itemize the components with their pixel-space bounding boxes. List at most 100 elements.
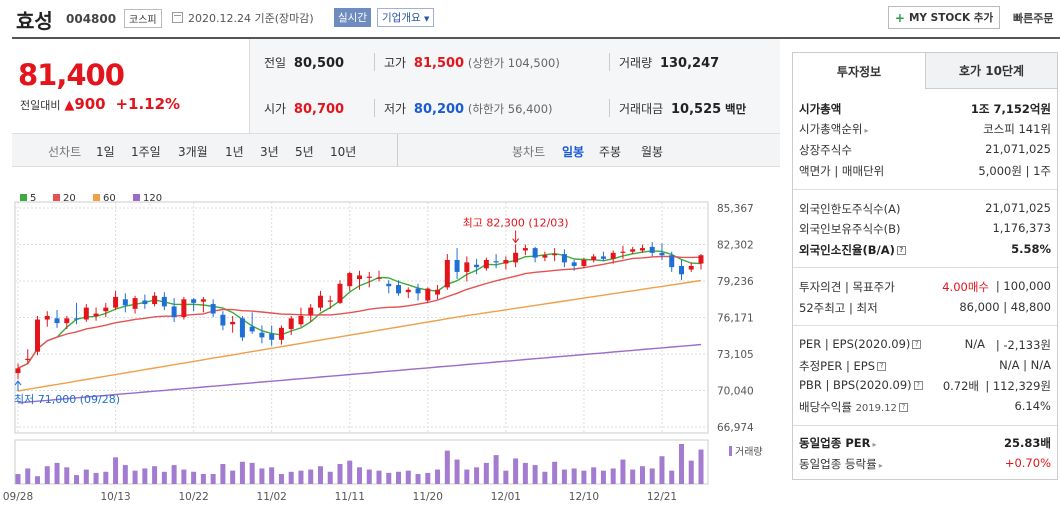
chart-legend: 5 20 60 120 [20, 193, 162, 204]
x-tick-label: 11/02 [257, 491, 287, 503]
est-per-row: 추정PER | EPS? N/A | N/A [799, 358, 1051, 376]
legend-label-ma5: 5 [30, 193, 36, 204]
realtime-button[interactable]: 실시간 [334, 8, 371, 27]
header-divider [12, 37, 1060, 39]
candle-body [659, 252, 665, 256]
foreign-ratio-label: 외국인소진율(B/A) [799, 243, 895, 257]
candle-daily[interactable]: 일봉 [562, 145, 585, 159]
period-1w[interactable]: 1주일 [131, 145, 161, 159]
chart-grid: 85,367 82,302 79,236 76,171 73,105 70,040 66,9… [14, 201, 754, 434]
candle-body [376, 277, 382, 279]
candle-body [561, 254, 567, 263]
par-row: 액면가 | 매매단위 5,000원 | 1주 [799, 163, 1051, 181]
help-icon[interactable]: ? [912, 340, 922, 349]
amount-value: 10,525 [671, 102, 722, 117]
volume-bar [620, 459, 626, 484]
candle-body [688, 265, 694, 270]
period-10y[interactable]: 10년 [330, 145, 357, 159]
candle-body [25, 358, 31, 361]
volume-bar [639, 466, 645, 484]
volume-bar [542, 471, 548, 484]
volume-bar [415, 474, 421, 484]
volume-bar [366, 469, 372, 484]
foreign-limit-row: 외국인한도주식수(A) 21,071,025 [799, 201, 1051, 219]
ma60-line [17, 279, 702, 392]
volume-bar [54, 462, 60, 484]
period-1y[interactable]: 1년 [225, 145, 244, 159]
candle-body [230, 321, 236, 325]
candle-body [103, 307, 109, 312]
triangle-up-icon: ▲ [64, 98, 75, 113]
foreign-hold-value: 1,176,373 [992, 221, 1051, 235]
cap-rank-value: 코스피 141위 [983, 122, 1051, 136]
candle-weekly[interactable]: 주봉 [599, 145, 622, 159]
candle-body [239, 318, 245, 338]
price-summary: 전일 80,500 고가 81,500 (상한가 104,500) 거래량 13… [249, 39, 780, 133]
foreign-ratio-row: 외국인소진율(B/A)? 5.58% [799, 242, 1051, 260]
dividend-row: 배당수익률 2019.12? 6.14% [799, 399, 1051, 417]
period-3m[interactable]: 3개월 [178, 145, 208, 159]
candle-body [522, 248, 528, 251]
x-axis: 09/28 10/13 10/22 11/02 11/11 11/20 12/01 12/10… [3, 491, 677, 503]
pbr-row: PBR | BPS(2020.09)? 0.72배 | 112,329원 [799, 378, 1051, 396]
period-3y[interactable]: 3년 [260, 145, 279, 159]
legend-label-ma20: 20 [63, 193, 76, 204]
low-arrow-head [14, 380, 22, 386]
volume-bar [532, 465, 538, 484]
eps-value: | -2,133원 [995, 338, 1051, 352]
amount-label: 거래대금 [619, 102, 664, 116]
tab-order-book[interactable]: 호가 10단계 [925, 53, 1057, 89]
foreign-ratio-value: 5.58% [1011, 242, 1051, 256]
shares-value: 21,071,025 [985, 142, 1051, 156]
cap-rank-label: 시가총액순위 [799, 122, 863, 136]
help-icon[interactable]: ? [877, 362, 887, 371]
candle-monthly[interactable]: 월봉 [641, 145, 664, 159]
company-info-dropdown[interactable]: 기업개요 ▼ [377, 8, 435, 27]
y-tick-label: 79,236 [717, 276, 754, 288]
y-tick-label: 76,171 [717, 312, 754, 324]
industry-rate-row[interactable]: 동일업종 등락률 ▸ +0.70% [799, 456, 1051, 474]
separator [609, 99, 610, 117]
candle-body [200, 299, 206, 302]
separator [793, 189, 1057, 190]
foreign-hold-row: 외국인보유주식수(B) 1,176,373 [799, 221, 1051, 239]
tab-invest-info[interactable]: 투자정보 [793, 53, 925, 89]
volume-bar [74, 475, 80, 484]
volume-bar [93, 472, 99, 484]
chart-period-bar: 선차트 1일 1주일 3개월 1년 3년 5년 10년 봉차트 일봉 주봉 월봉 [12, 133, 780, 167]
help-icon[interactable]: ? [898, 403, 908, 412]
cap-rank-row[interactable]: 시가총액순위 ▸ 코스피 141위 [799, 121, 1051, 139]
volume-bar [464, 469, 470, 484]
my-stock-add-button[interactable]: + MY STOCK 추가 [888, 6, 1000, 29]
change-label: 전일대비 [20, 99, 61, 112]
pbr-value: 0.72배 [942, 379, 979, 393]
week52-row: 52주최고 | 최저 86,000 | 48,800 [799, 300, 1051, 318]
legend-swatch-ma20 [53, 194, 60, 201]
help-icon[interactable]: ? [896, 246, 906, 255]
separator [374, 99, 375, 117]
volume-bar [688, 460, 694, 484]
opinion-value: 4.00매수 [942, 280, 989, 294]
candle-body [483, 259, 489, 269]
candlestick-chart: 5 20 60 120 85,367 82,302 79,236 76,171 73,105 7… [3, 193, 763, 503]
help-icon[interactable]: ? [913, 381, 923, 390]
volume-bar [181, 469, 187, 484]
est-per-label: 추정PER | EPS [799, 359, 876, 373]
lower-limit: (하한가 56,400) [467, 102, 553, 116]
volume-bar [571, 468, 577, 484]
industry-per-row[interactable]: 동일업종 PER ▸ 25.83배 [799, 435, 1051, 453]
market-cap-value: 1조 7,152억원 [970, 102, 1051, 116]
volume-bar [678, 444, 684, 484]
volume-bar [522, 462, 528, 484]
calendar-icon [172, 12, 183, 23]
chevron-right-icon: ▸ [872, 440, 877, 449]
market-tag: 코스피 [124, 9, 162, 28]
volume-bar [35, 476, 41, 484]
period-1d[interactable]: 1일 [96, 145, 115, 159]
period-5y[interactable]: 5년 [295, 145, 314, 159]
candle-body [600, 256, 606, 259]
info-tabs: 투자정보 호가 10단계 [793, 53, 1057, 89]
prev-close: 전일 80,500 [264, 54, 344, 71]
quick-order-button[interactable]: 빠른주문 [1013, 12, 1054, 25]
prev-value: 80,500 [293, 56, 345, 71]
